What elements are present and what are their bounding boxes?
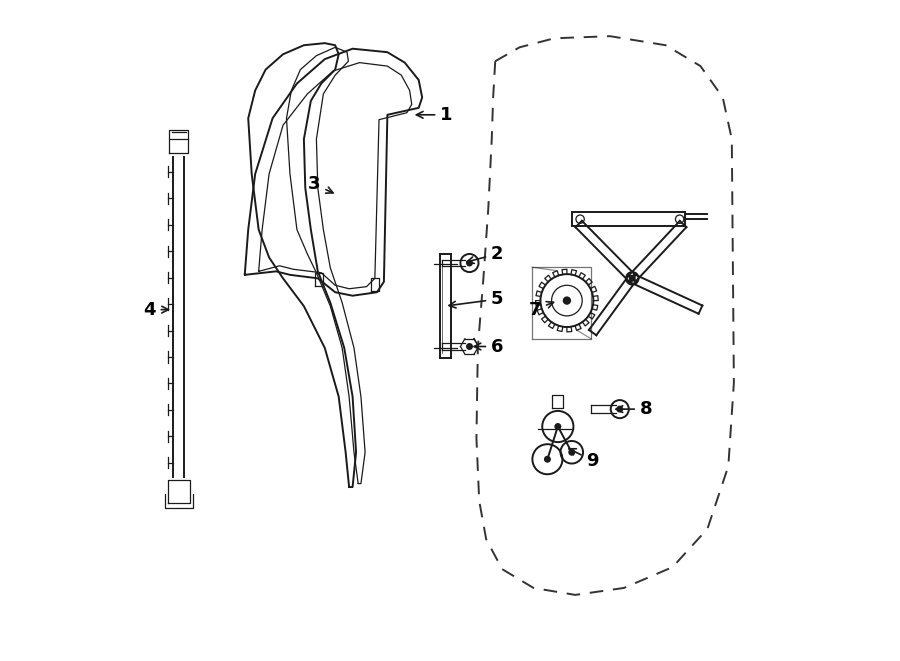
Circle shape — [617, 407, 623, 412]
Text: 1: 1 — [417, 106, 453, 124]
Circle shape — [563, 297, 571, 304]
Text: 6: 6 — [474, 338, 504, 356]
Circle shape — [629, 276, 635, 281]
Text: 5: 5 — [449, 290, 504, 308]
Text: 2: 2 — [467, 245, 504, 263]
Text: 4: 4 — [143, 301, 168, 319]
Circle shape — [467, 260, 472, 266]
Circle shape — [569, 449, 574, 455]
Circle shape — [544, 457, 550, 462]
Text: 3: 3 — [308, 175, 333, 194]
Text: 9: 9 — [569, 449, 598, 469]
Text: 8: 8 — [616, 400, 652, 418]
Circle shape — [555, 424, 561, 429]
Circle shape — [467, 344, 472, 349]
Text: 7: 7 — [528, 301, 554, 319]
